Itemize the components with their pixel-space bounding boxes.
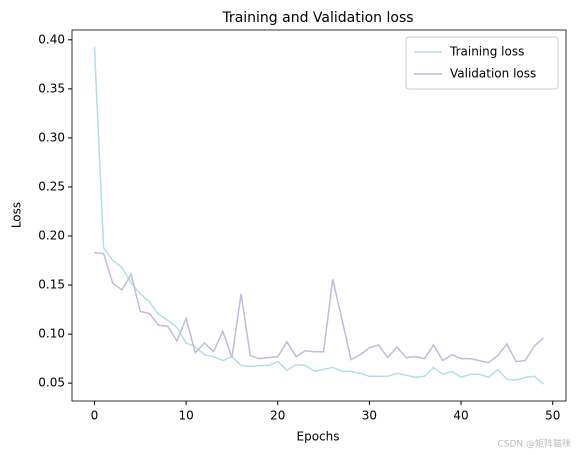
chart-title: Training and Validation loss (221, 10, 413, 26)
x-tick-label: 20 (270, 409, 285, 423)
x-tick-label: 50 (545, 409, 560, 423)
legend-label: Validation loss (450, 67, 536, 81)
line (93, 46, 545, 385)
y-tick-label: 0.35 (38, 81, 65, 95)
y-tick-label: 0.15 (38, 278, 65, 292)
y-tick-label: 0.30 (38, 130, 65, 144)
y-tick-label: 0.20 (38, 229, 65, 243)
plot-frame (71, 29, 567, 402)
y-tick-label: 0.25 (38, 179, 65, 193)
x-tick-label: 30 (362, 409, 377, 423)
x-tick-label: 0 (91, 409, 99, 423)
x-tick-label: 10 (178, 409, 193, 423)
y-tick-label: 0.40 (38, 32, 65, 46)
y-axis-label: Loss (10, 202, 24, 228)
watermark: CSDN @矩阵猫咪 (497, 438, 571, 450)
y-tick-label: 0.10 (38, 327, 65, 341)
y-tick-label: 0.05 (38, 376, 65, 390)
legend-label: Training loss (449, 45, 524, 59)
x-axis-label: Epochs (297, 430, 340, 444)
legend-box (405, 36, 559, 90)
x-tick-label: 40 (453, 409, 468, 423)
line (94, 251, 545, 364)
